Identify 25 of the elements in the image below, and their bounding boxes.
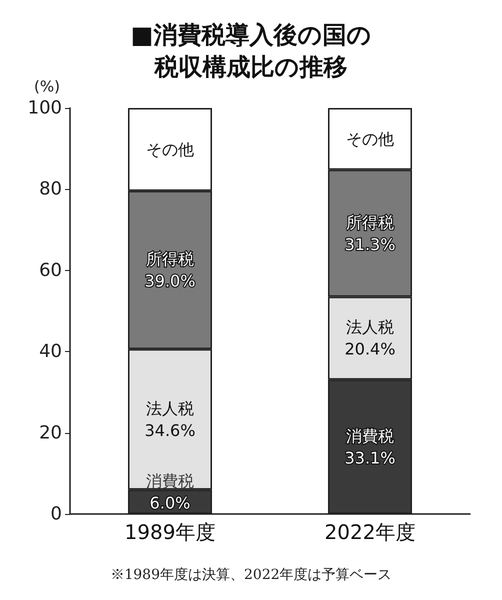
y-tick-label: 60	[39, 260, 62, 281]
text: その他	[346, 129, 394, 148]
chart-title: ■消費税導入後の国の税収構成比の推移	[130, 21, 372, 81]
y-tick-label: 40	[39, 341, 62, 362]
x-tick-label: 1989年度	[124, 520, 216, 544]
text: 法人税	[346, 318, 394, 337]
text: ※1989年度は決算、2022年度は予算ベース	[110, 567, 392, 583]
data-label: 31.3%	[344, 234, 396, 254]
series-label: 所得税	[146, 249, 194, 268]
data-label: 39.0%	[144, 271, 196, 290]
y-tick-label: 0	[50, 504, 62, 524]
text: 所得税	[346, 212, 394, 232]
series-label: 法人税	[146, 398, 194, 418]
x-tick-label: 2022年度	[324, 520, 416, 544]
y-axis-title: (%)	[34, 78, 60, 96]
series-label: その他	[146, 140, 194, 159]
y-tick-label: 80	[39, 178, 62, 200]
series-label: 消費税	[146, 471, 194, 490]
data-label: 20.4%	[344, 340, 396, 359]
y-tick-label: 20	[39, 422, 62, 444]
text: 消費税	[346, 426, 394, 446]
y-tick-label: 100	[28, 98, 62, 118]
data-label: 34.6%	[144, 420, 196, 440]
data-label: 6.0%	[150, 493, 190, 512]
data-label: 33.1%	[344, 448, 396, 468]
